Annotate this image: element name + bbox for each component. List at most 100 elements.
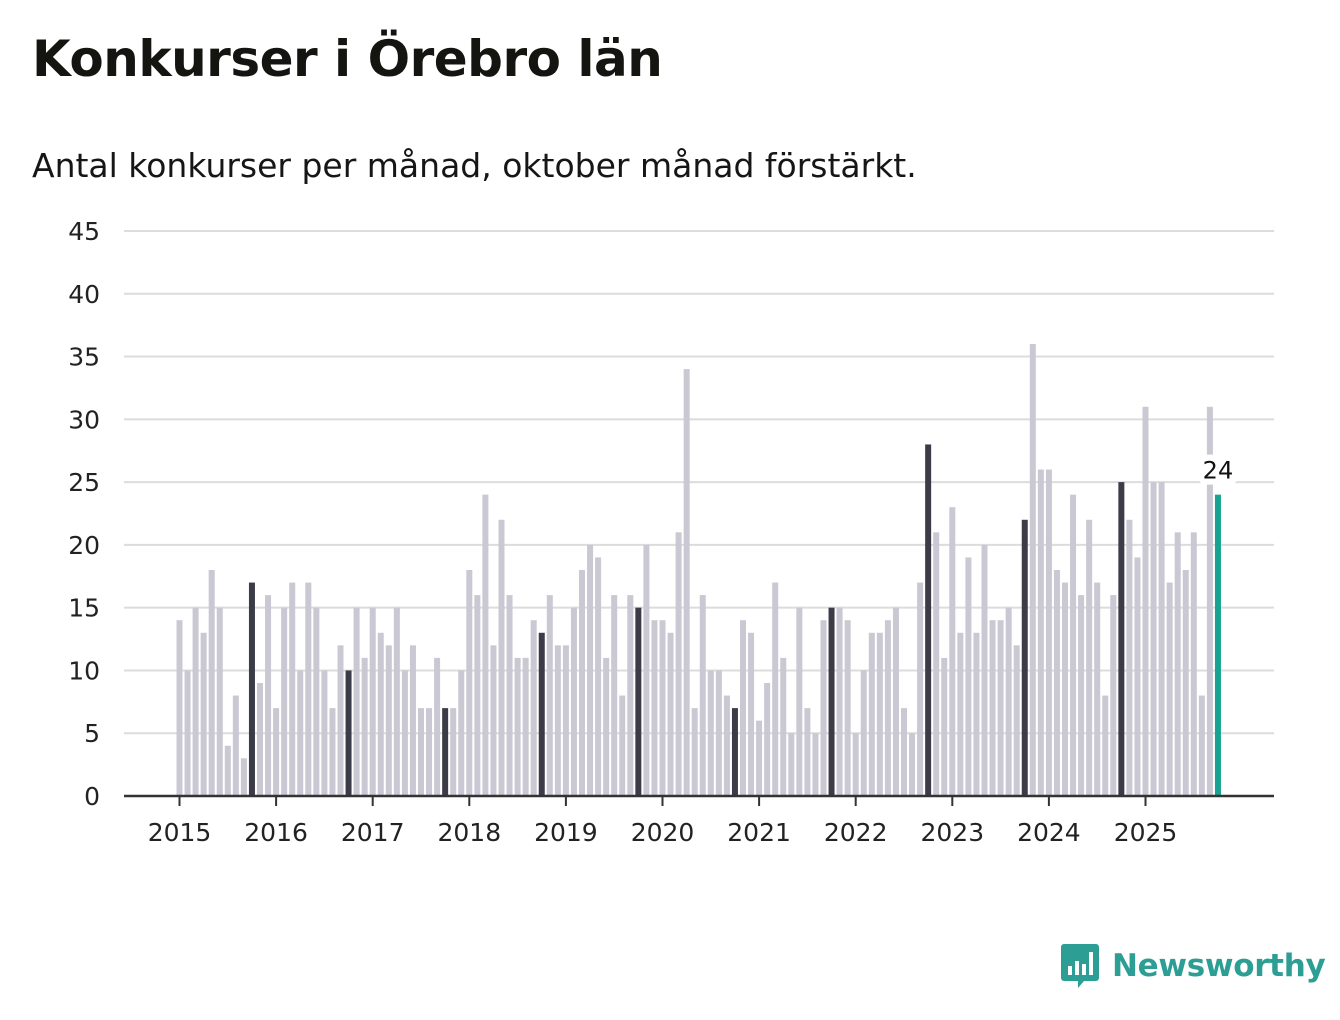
bar (796, 607, 803, 796)
bar (434, 657, 441, 796)
bar-latest (1214, 494, 1221, 796)
bar (1037, 469, 1044, 796)
bar (337, 645, 344, 796)
bar (216, 607, 223, 796)
bar (281, 607, 288, 796)
bar (619, 695, 626, 796)
annotation-label: 24 (1203, 457, 1234, 485)
x-tick-label: 2025 (1114, 818, 1178, 847)
bar (474, 595, 481, 796)
x-tick-label: 2024 (1017, 818, 1081, 847)
bar (200, 632, 207, 796)
bar (297, 670, 304, 796)
bar (707, 670, 714, 796)
bar (1094, 582, 1101, 796)
x-tick-label: 2021 (727, 818, 791, 847)
bar (804, 708, 811, 796)
bar (273, 708, 280, 796)
bar (997, 620, 1004, 796)
x-axis (124, 794, 1274, 806)
bar (579, 570, 585, 796)
bar (232, 695, 239, 796)
bar (1070, 494, 1077, 796)
newsworthy-brand: Newsworthy (1060, 940, 1326, 992)
bar-october (248, 582, 255, 796)
bar (933, 532, 940, 796)
bar (957, 632, 964, 796)
bar (385, 645, 392, 796)
bar-october (731, 708, 738, 796)
bar (699, 595, 706, 796)
bar (627, 595, 634, 796)
chart-subtitle: Antal konkurser per månad, oktober månad… (32, 146, 917, 185)
bar (1110, 595, 1117, 796)
x-tick-label: 2020 (631, 818, 695, 847)
bar (409, 645, 416, 796)
bar (764, 683, 771, 796)
bar (377, 632, 384, 796)
annotation-background (1197, 454, 1238, 485)
bar (892, 607, 899, 796)
bar-october (635, 607, 642, 796)
bar (240, 758, 247, 796)
bar (675, 532, 682, 796)
last-value-annotation: 24 (1197, 454, 1238, 485)
bar (756, 720, 763, 796)
bar (723, 695, 730, 796)
bar (458, 670, 465, 796)
bar (949, 507, 956, 796)
bar (788, 733, 795, 796)
bar (1150, 482, 1157, 796)
bar (587, 544, 594, 796)
newsworthy-logo-icon (1061, 944, 1099, 988)
bar-october (925, 444, 932, 796)
x-tick-label: 2017 (341, 818, 405, 847)
x-tick-label: 2023 (920, 818, 984, 847)
bar (989, 620, 996, 796)
bar (941, 657, 948, 796)
bar (1126, 519, 1133, 796)
x-tick-label: 2022 (824, 818, 888, 847)
y-tick-label: 15 (68, 594, 100, 623)
bar (562, 645, 569, 796)
y-tick-label: 40 (68, 280, 100, 309)
bar (514, 657, 521, 796)
bar (836, 607, 843, 796)
bar (1078, 595, 1085, 796)
bar (651, 620, 658, 796)
bar (1174, 532, 1181, 796)
bar (321, 670, 328, 796)
bar (554, 645, 561, 796)
bar (868, 632, 875, 796)
bar (353, 607, 360, 796)
bar (522, 657, 529, 796)
bar (498, 519, 505, 796)
bar (603, 657, 610, 796)
bar (426, 708, 433, 796)
bar-october (442, 708, 449, 796)
bar (1182, 570, 1189, 796)
bar (401, 670, 408, 796)
y-tick-label: 20 (68, 531, 100, 560)
bar (466, 570, 473, 796)
bar (289, 582, 296, 796)
y-axis-labels: 0 5 10 15 20 25 30 35 40 45 (68, 217, 100, 811)
bars (176, 344, 1221, 796)
bar (909, 733, 916, 796)
bar (1029, 344, 1036, 796)
bar (844, 620, 851, 796)
bar (820, 620, 827, 796)
bar (1013, 645, 1020, 796)
bar (450, 708, 457, 796)
bar (772, 582, 779, 796)
x-tick-label: 2016 (244, 818, 308, 847)
bar (570, 607, 577, 796)
bar (748, 632, 755, 796)
bar (329, 708, 336, 796)
bar (1045, 469, 1052, 796)
bar (1142, 406, 1149, 796)
bar (667, 632, 674, 796)
bar (1086, 519, 1093, 796)
bar (530, 620, 537, 796)
